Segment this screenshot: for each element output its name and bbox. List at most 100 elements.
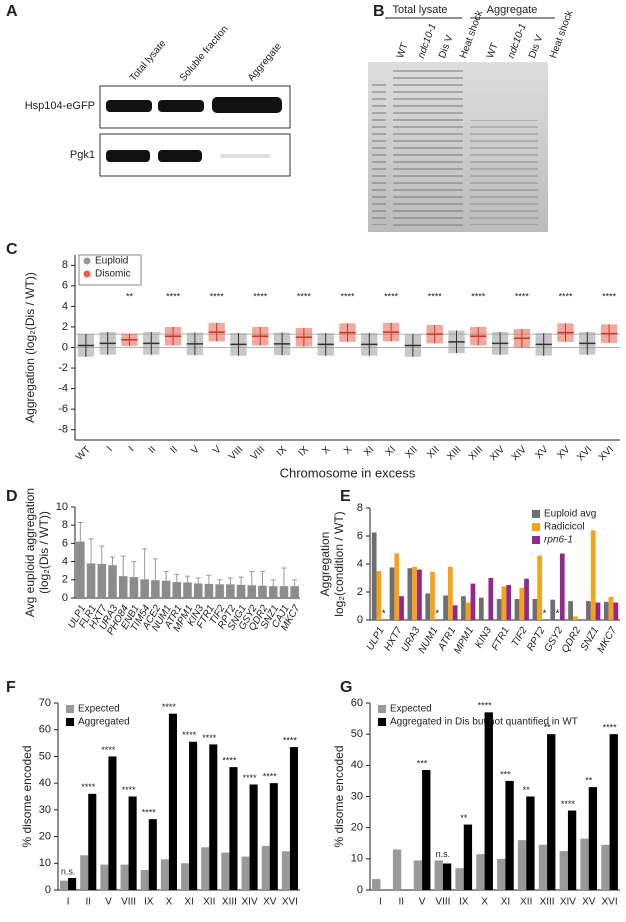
y-tick-label: 50 [351,728,363,740]
bar [100,864,109,890]
x-tick-label: XV [582,897,596,908]
significance: **** [340,291,355,301]
significance: **** [558,291,573,301]
value-label: * [542,609,546,620]
bar [86,563,96,598]
significance: ** [126,291,134,301]
bar [261,845,270,890]
x-tick-label: WT [74,444,93,463]
x-tick-label: XV [533,444,550,461]
bar [128,796,137,890]
bar [501,586,507,620]
panel-letter: F [6,679,16,696]
bar [76,541,85,598]
bar [550,599,556,620]
bar [590,530,596,620]
bar [476,854,485,890]
bar [269,783,278,890]
bar [129,577,139,598]
x-tick-label: XI [501,897,510,908]
legend-marker [378,705,386,713]
y-tick-label: 40 [39,777,51,789]
x-tick-label: XII [403,444,419,460]
y-tick-label: 60 [351,697,363,709]
bar [108,756,117,890]
bar [168,713,177,890]
x-tick-label: V [189,444,202,457]
y-tick-label: 40 [351,759,363,771]
y-tick-label: 6 [62,280,68,292]
lane-label: ndc10-1 [416,22,439,60]
x-tick-label: XV [555,444,572,461]
x-tick-label: XI [362,444,376,458]
y-tick-label: 0 [357,614,363,626]
significance: **** [253,291,268,301]
blot-band [158,150,202,162]
bar [588,787,598,890]
x-tick-label: VIII [121,897,136,908]
blot-band [106,150,150,162]
significance: ** [460,813,468,823]
bar [455,868,464,890]
y-tick-label: 20 [39,830,51,842]
x-tick-label: VIII [227,444,245,462]
bar [537,555,543,620]
legend-label: Aggregated [78,717,130,728]
bar [463,824,473,890]
significance: **** [122,785,137,795]
x-tick-label: FTR1 [490,625,512,652]
bar [209,744,218,890]
y-tick-label: 8 [357,502,363,514]
bar [478,597,484,620]
legend-marker [532,523,540,531]
bar [392,849,402,890]
bar [204,583,214,598]
value-label: * [435,609,439,620]
blot-band [106,100,152,112]
legend-label: Euploid avg [544,509,596,520]
x-tick-label: X [342,444,355,457]
bar [140,869,149,890]
bar [226,584,235,598]
bar [120,864,129,890]
bar [568,601,573,620]
group-label: Aggregate [487,4,538,16]
bar [376,571,382,620]
x-tick-label: I [379,897,382,908]
bar [538,844,548,890]
bar [497,858,506,890]
y-axis-label: Aggregation [318,532,332,597]
x-tick-label: I [127,444,137,454]
significance: **** [162,702,177,712]
lane-label: WT [485,42,501,60]
legend-label: Radicicol [544,522,585,533]
bar [547,734,556,890]
bar [572,616,578,620]
x-tick-label: XIII [222,897,237,908]
x-tick-label: II [147,444,159,456]
significance: **** [210,291,225,301]
blot-band [220,154,270,158]
x-tick-label: XVI [282,897,298,908]
panel-letter: D [6,488,18,505]
bar [608,596,614,620]
significance: **** [478,701,493,711]
bar [496,599,502,620]
x-tick-label: XIII [540,897,555,908]
column-label: Aggregate [246,41,284,84]
y-tick-label: 2 [62,574,68,586]
bar [465,602,471,620]
significance: **** [142,808,157,818]
x-tick-label: XII [520,897,532,908]
lane-label: Heat shock [458,8,486,60]
bar [506,585,512,620]
lane-label: WT [395,42,411,60]
y-tick-label: 20 [351,822,363,834]
significance: **** [602,291,617,301]
x-tick-label: XII [203,897,215,908]
legend-label: Euploid [95,256,128,267]
significance: ** [585,776,593,786]
bar [118,576,128,598]
bar [519,587,525,620]
